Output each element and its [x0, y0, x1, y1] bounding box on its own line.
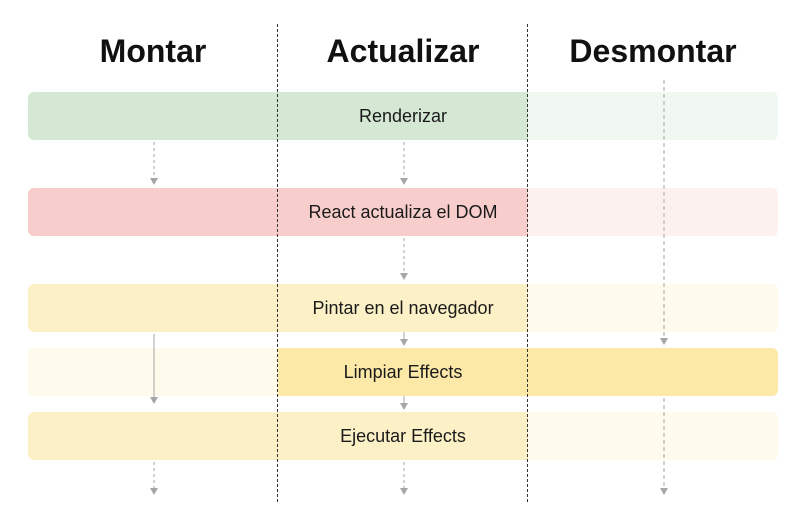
cleanup-band-inactive — [28, 348, 278, 396]
update-arrowhead-1 — [400, 178, 408, 185]
column-divider-right — [527, 24, 528, 502]
render-band-inactive — [528, 92, 778, 140]
dom-band-inactive — [528, 188, 778, 236]
column-divider-left — [277, 24, 278, 502]
stage-label-paint: Pintar en el navegador — [312, 298, 494, 318]
stage-label-run: Ejecutar Effects — [340, 426, 466, 446]
column-title-mount: Montar — [99, 33, 207, 69]
paint-band-inactive — [528, 284, 778, 332]
column-title-unmount: Desmontar — [569, 33, 737, 69]
stage-label-dom: React actualiza el DOM — [308, 202, 498, 222]
stage-label-cleanup: Limpiar Effects — [343, 362, 463, 382]
update-arrowhead-2 — [400, 273, 408, 280]
mount-arrowhead-1 — [150, 178, 158, 185]
render-band-active — [28, 92, 528, 140]
paint-band-active — [28, 284, 528, 332]
stage-label-render: Renderizar — [358, 106, 448, 126]
mount-arrowhead-2 — [150, 397, 158, 404]
dom-band-active — [28, 188, 528, 236]
column-title-update: Actualizar — [326, 33, 480, 69]
update-arrowhead-5 — [400, 488, 408, 495]
update-arrowhead-4 — [400, 403, 408, 410]
run-band-inactive — [528, 412, 778, 460]
mount-arrowhead-3 — [150, 488, 158, 495]
run-band-active — [28, 412, 528, 460]
cleanup-band-active — [278, 348, 778, 396]
unmount-arrowhead-2 — [660, 488, 668, 495]
unmount-arrowhead-1 — [660, 338, 668, 345]
update-arrowhead-3 — [400, 339, 408, 346]
